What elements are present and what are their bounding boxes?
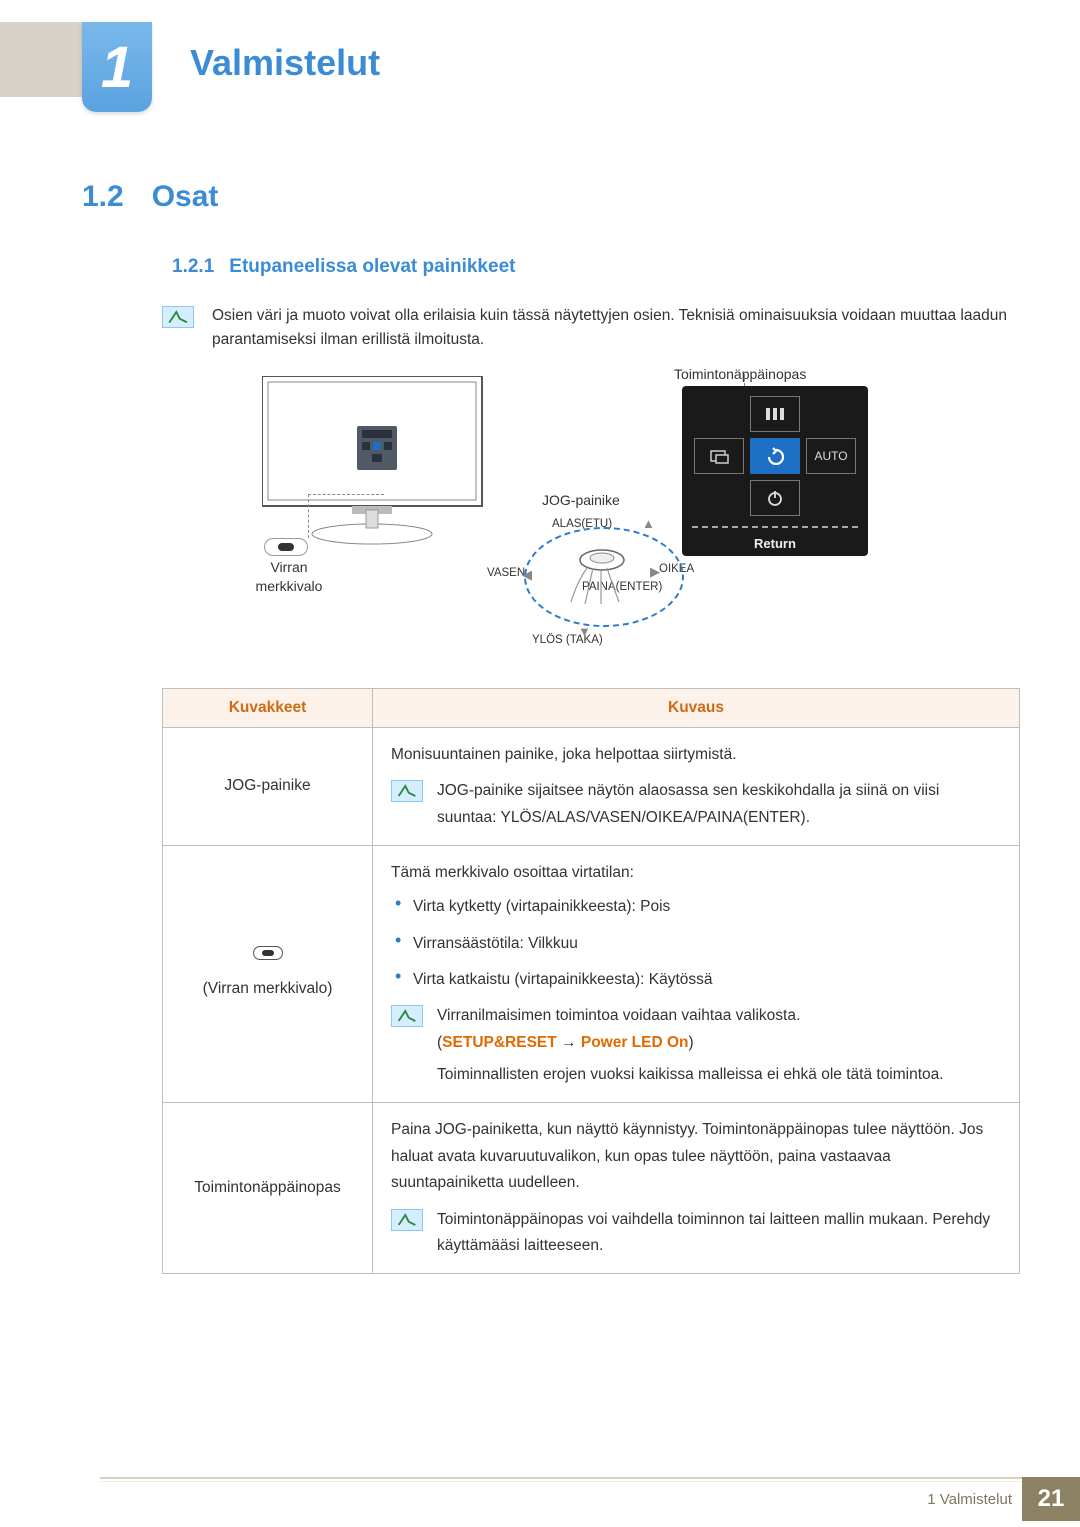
guide-power-icon [750, 480, 800, 516]
led-connector-h [308, 494, 384, 495]
arrow-up-icon: ▲ [642, 516, 655, 531]
row-desc-jog-text: Monisuuntainen painike, joka helpottaa s… [391, 742, 1001, 768]
row-desc-guide-text: Paina JOG-painiketta, kun näyttö käynnis… [391, 1117, 1001, 1196]
top-note: Osien väri ja muoto voivat olla erilaisi… [162, 304, 1020, 352]
menu-path-b: Power LED On [581, 1034, 689, 1051]
table-header-desc: Kuvaus [373, 689, 1020, 728]
row-desc-guide: Paina JOG-painiketta, kun näyttö käynnis… [373, 1103, 1020, 1274]
led-status-list: Virta kytketty (virtapainikkeesta): Pois… [391, 894, 1001, 993]
page-footer: 1 Valmistelut 21 [0, 1483, 1080, 1527]
jog-button-label: JOG-painike [542, 492, 620, 508]
direction-left-label: VASEN [487, 567, 525, 579]
jog-finger-illustration [557, 542, 647, 612]
row-desc-led-text: Tämä merkkivalo osoittaa virtatilan: [391, 860, 1001, 886]
front-panel-diagram: Toimintonäppäinopas Virran merkkivalo JO… [262, 372, 1020, 662]
footer-rule-2 [100, 1481, 1080, 1482]
table-row: Toimintonäppäinopas Paina JOG-painiketta… [163, 1103, 1020, 1274]
guide-divider [692, 526, 858, 528]
monitor-illustration [262, 376, 512, 546]
row-desc-led: Tämä merkkivalo osoittaa virtatilan: Vir… [373, 846, 1020, 1103]
chapter-title: Valmistelut [190, 42, 380, 84]
list-item: Virransäästötila: Vilkkuu [391, 931, 1001, 957]
led-connector-v [308, 494, 309, 538]
row-label-led: (Virran merkkivalo) [163, 846, 373, 1103]
row-label-jog: JOG-painike [163, 728, 373, 846]
subsection-heading: 1.2.1 Etupaneelissa olevat painikkeet [172, 256, 1020, 278]
menu-path-a: SETUP&RESET [442, 1034, 557, 1051]
power-led-icon [253, 946, 283, 960]
key-guide-label: Toimintonäppäinopas [674, 366, 806, 382]
direction-down-label: YLÖS (TAKA) [532, 634, 603, 646]
led-note-text-1: Virranilmaisimen toimintoa voidaan vaiht… [437, 1007, 800, 1024]
note-icon [391, 1005, 423, 1027]
top-note-text: Osien väri ja muoto voivat olla erilaisi… [212, 304, 1020, 352]
key-guide-panel: AUTO Return [682, 386, 868, 556]
arrow-left-icon: ◀ [522, 567, 532, 583]
power-led-label: Virran merkkivalo [244, 558, 334, 596]
chapter-tab: 1 [82, 22, 152, 112]
chapter-number: 1 [101, 34, 133, 101]
table-row: JOG-painike Monisuuntainen painike, joka… [163, 728, 1020, 846]
section-number: 1.2 [82, 180, 124, 214]
power-led-illustration [264, 538, 308, 556]
guide-auto-button: AUTO [806, 438, 856, 474]
subsection-number: 1.2.1 [172, 256, 214, 277]
subsection-title-text: Etupaneelissa olevat painikkeet [229, 256, 515, 277]
row-label-led-text: (Virran merkkivalo) [203, 980, 333, 997]
table-header-icons: Kuvakkeet [163, 689, 373, 728]
list-item: Virta kytketty (virtapainikkeesta): Pois [391, 894, 1001, 920]
note-icon [391, 780, 423, 802]
row-label-guide: Toimintonäppäinopas [163, 1103, 373, 1274]
table-row: (Virran merkkivalo) Tämä merkkivalo osoi… [163, 846, 1020, 1103]
subsection-title: Etupaneelissa olevat painikkeet [219, 256, 516, 277]
led-note-text-2: Toiminnallisten erojen vuoksi kaikissa m… [437, 1062, 944, 1088]
guide-source-icon [694, 438, 744, 474]
section-title: Osat [152, 180, 219, 214]
footer-chapter-label: 1 Valmistelut [927, 1491, 1012, 1508]
row-note-led: Virranilmaisimen toimintoa voidaan vaiht… [437, 1003, 944, 1088]
content-area: 1.2 Osat 1.2.1 Etupaneelissa olevat pain… [82, 180, 1020, 1274]
list-item: Virta katkaistu (virtapainikkeesta): Käy… [391, 967, 1001, 993]
guide-back-icon [750, 438, 800, 474]
row-note-guide: Toimintonäppäinopas voi vaihdella toimin… [437, 1207, 1001, 1260]
note-icon [162, 306, 194, 328]
page-number: 21 [1022, 1477, 1080, 1521]
menu-path-arrow: → [561, 1034, 577, 1051]
arrow-right-icon: ▶ [650, 564, 660, 580]
row-note-jog: JOG-painike sijaitsee näytön alaosassa s… [437, 778, 1001, 831]
description-table: Kuvakkeet Kuvaus JOG-painike Monisuuntai… [162, 688, 1020, 1274]
arrow-down-icon: ▼ [578, 624, 591, 639]
guide-menu-icon [750, 396, 800, 432]
guide-return-label: Return [692, 536, 858, 551]
note-icon [391, 1209, 423, 1231]
footer-rule [100, 1477, 1080, 1479]
section-heading: 1.2 Osat [82, 180, 1020, 214]
row-desc-jog: Monisuuntainen painike, joka helpottaa s… [373, 728, 1020, 846]
